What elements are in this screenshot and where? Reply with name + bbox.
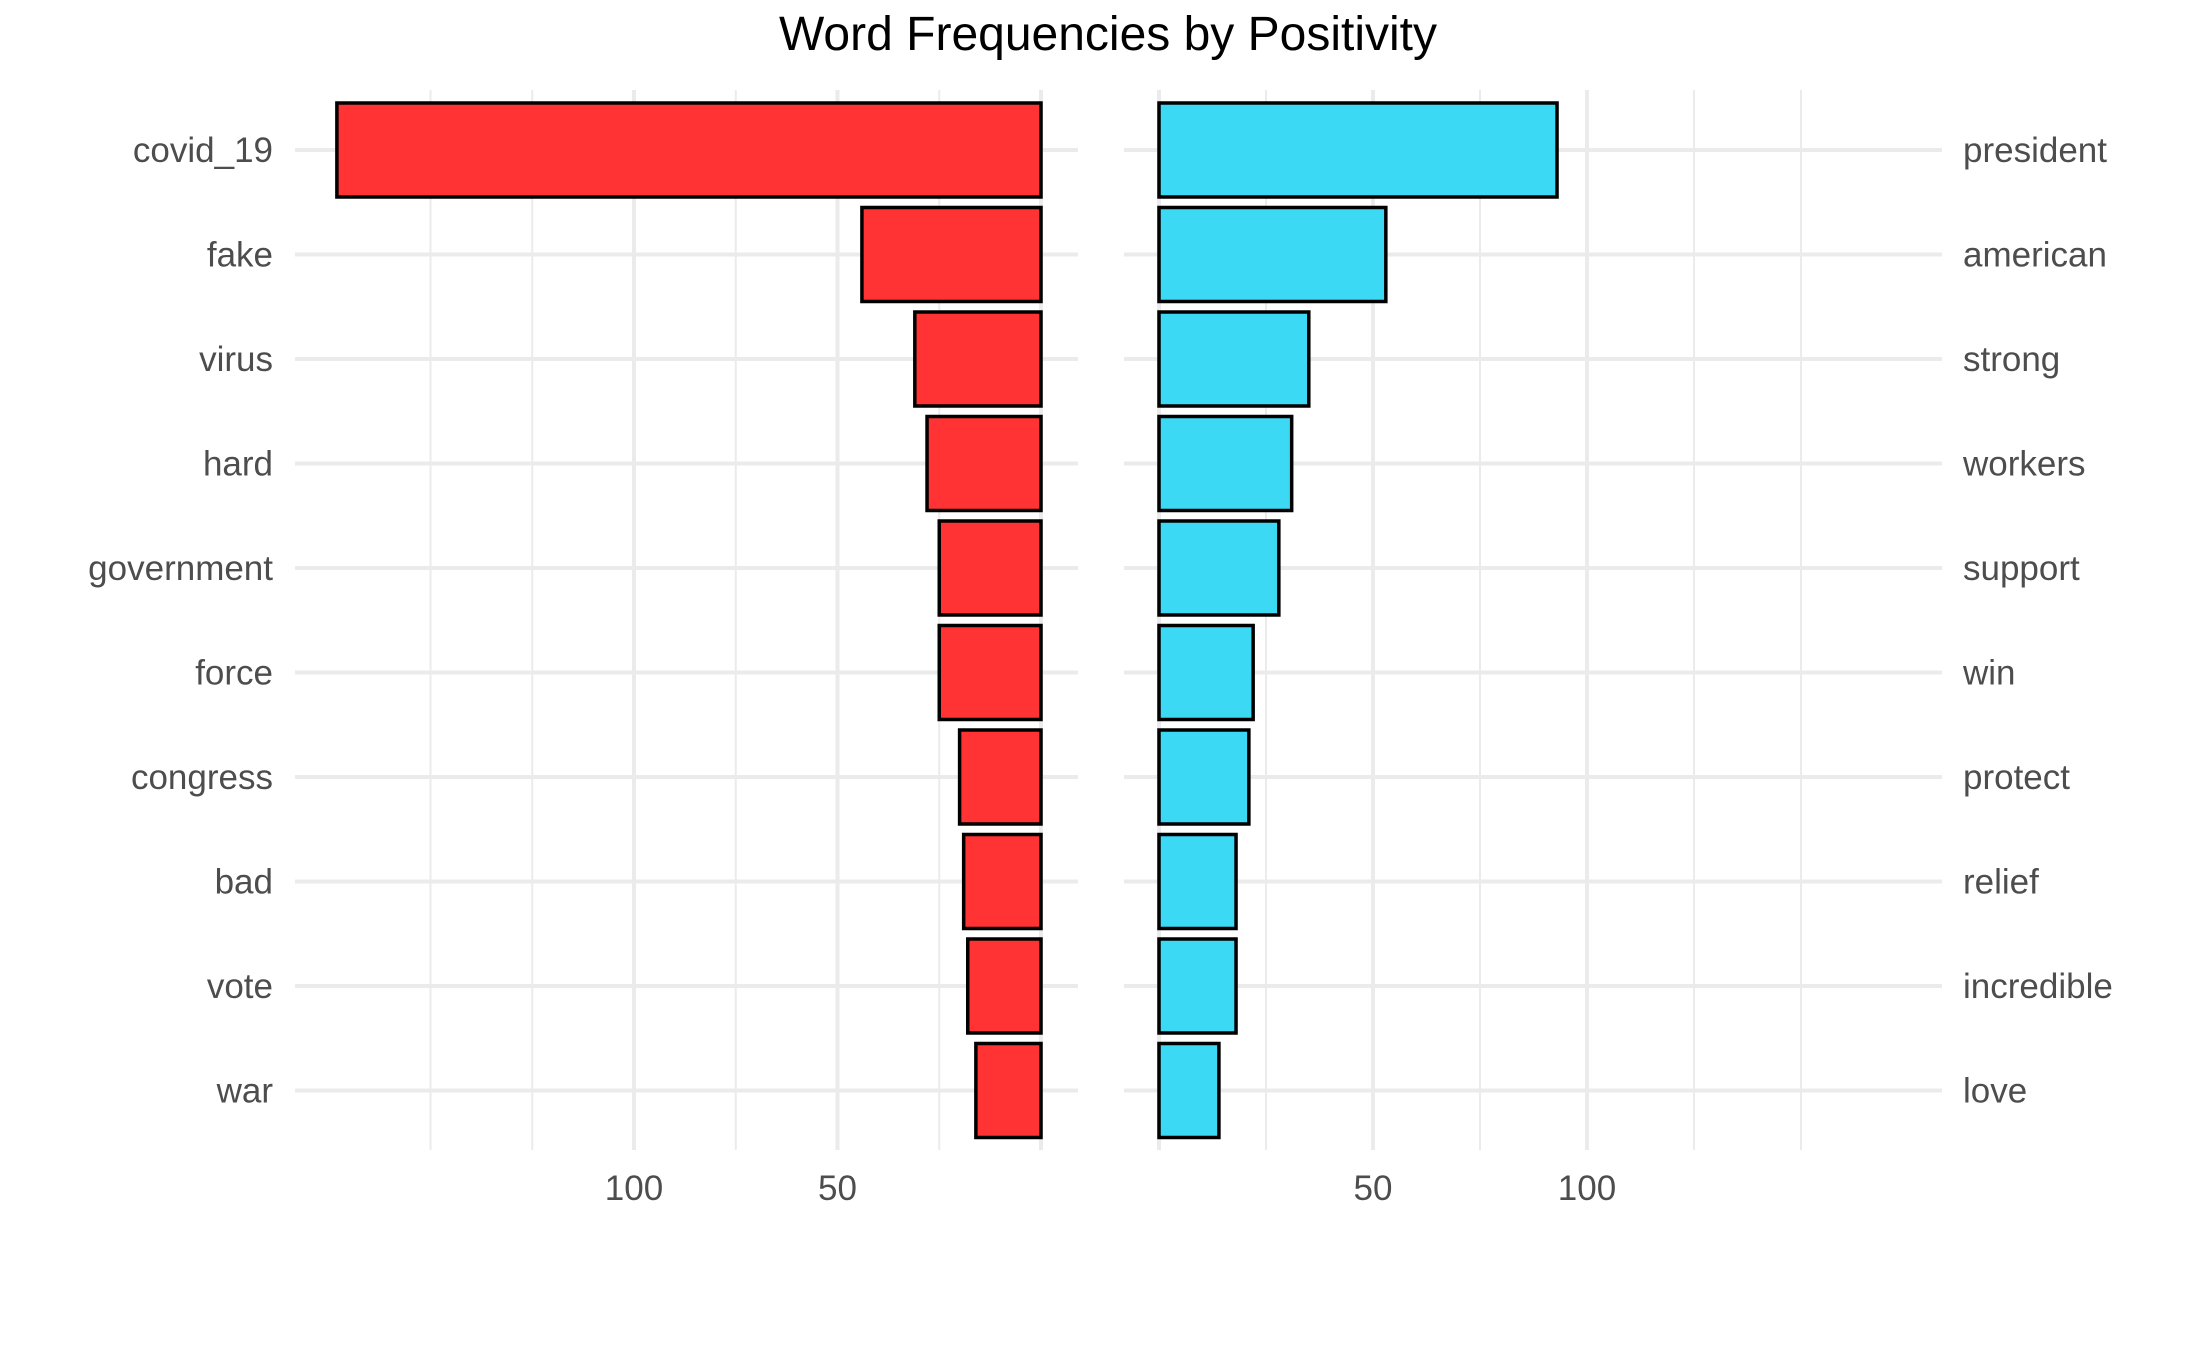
- negative-panel-bars: [335, 101, 1043, 1140]
- negative-category-label: war: [216, 1072, 274, 1111]
- positive-category-label: support: [1963, 549, 2080, 588]
- negative-bar-hard: [925, 414, 1043, 513]
- negative-category-label: hard: [203, 445, 273, 484]
- positive-bar-workers: [1157, 414, 1294, 513]
- positive-category-label: relief: [1963, 863, 2039, 902]
- negative-bar-force: [937, 623, 1043, 722]
- positive-bar-american: [1157, 205, 1388, 304]
- negative-category-label: virus: [199, 340, 273, 379]
- positive-bar-strong: [1157, 310, 1311, 408]
- negative-bar-vote: [965, 937, 1043, 1035]
- positive-bar-support: [1157, 519, 1281, 617]
- positive-bar-relief: [1157, 832, 1238, 931]
- positive-category-label: win: [1962, 654, 2016, 693]
- positive-tick-label: 100: [1558, 1169, 1616, 1208]
- positive-category-label: workers: [1962, 445, 2086, 484]
- positive-category-label: love: [1963, 1072, 2027, 1111]
- positive-panel-bars: [1157, 101, 1559, 1140]
- positive-bar-incredible: [1157, 937, 1238, 1035]
- positive-bar-protect: [1157, 728, 1251, 826]
- negative-bar-bad: [961, 832, 1043, 931]
- positive-category-label: strong: [1963, 340, 2060, 379]
- negative-category-label: force: [195, 654, 273, 693]
- positive-bar-win: [1157, 623, 1255, 722]
- negative-category-label: congress: [131, 758, 273, 797]
- chart-title: Word Frequencies by Positivity: [779, 8, 1437, 61]
- negative-tick-label: 50: [818, 1169, 857, 1208]
- negative-bar-covid_19: [335, 101, 1043, 199]
- positive-tick-label: 50: [1354, 1169, 1393, 1208]
- negative-bar-government: [937, 519, 1043, 617]
- negative-bar-congress: [957, 728, 1043, 826]
- negative-bar-fake: [860, 205, 1043, 304]
- positive-bar-love: [1157, 1041, 1221, 1140]
- negative-category-label: government: [88, 549, 273, 588]
- negative-category-label: fake: [207, 236, 273, 275]
- positive-panel-tick-labels: 50 100: [1354, 1169, 1617, 1208]
- negative-bar-virus: [913, 310, 1043, 408]
- positive-category-label: american: [1963, 236, 2107, 275]
- negative-bar-war: [974, 1041, 1043, 1140]
- positive-panel-category-labels: president american strong workers support win…: [1962, 131, 2113, 1111]
- positive-category-label: president: [1963, 131, 2107, 170]
- positive-category-label: incredible: [1963, 967, 2113, 1006]
- positive-bar-president: [1157, 101, 1559, 199]
- negative-category-label: vote: [207, 967, 273, 1006]
- positive-category-label: protect: [1963, 758, 2070, 797]
- negative-category-label: bad: [215, 863, 273, 902]
- negative-category-label: covid_19: [133, 131, 273, 170]
- negative-tick-label: 100: [605, 1169, 663, 1208]
- negative-panel-tick-labels: 100 50: [605, 1169, 857, 1208]
